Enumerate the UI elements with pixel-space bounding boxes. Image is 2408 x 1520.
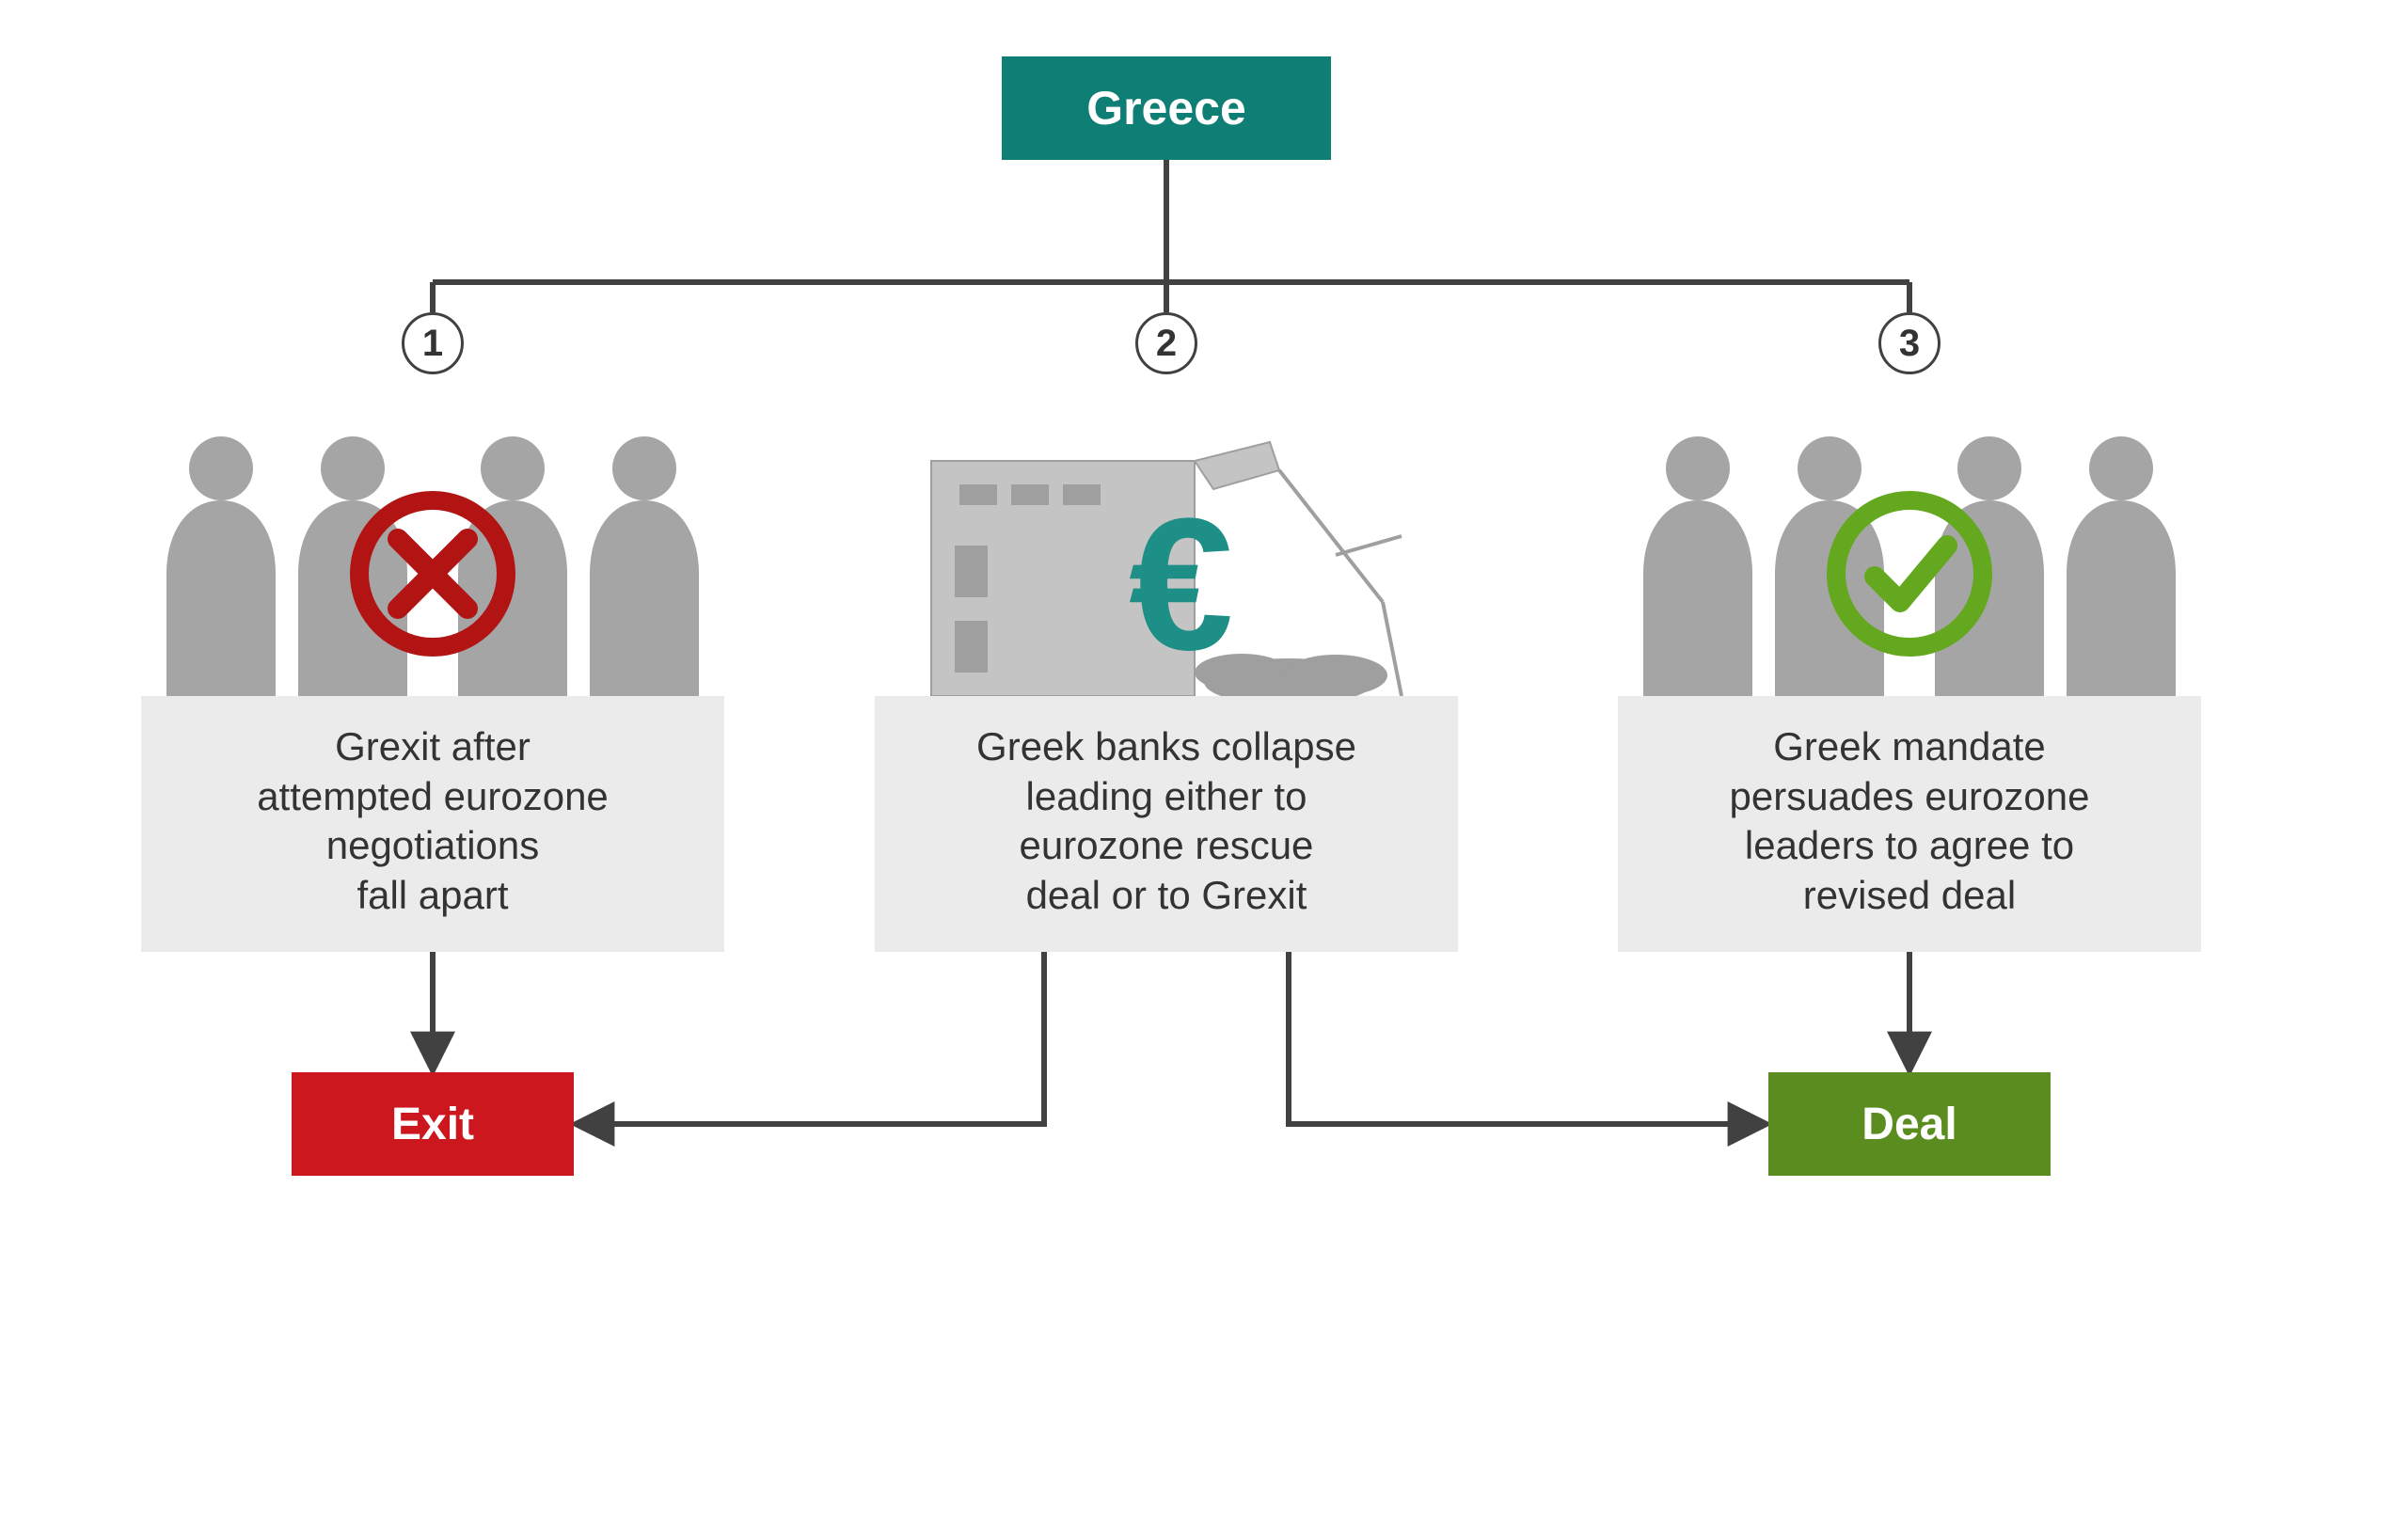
outcome-exit: Exit [292,1072,574,1176]
euro-icon: € [1129,480,1233,689]
scenario-2-illustration: € [875,414,1458,696]
scenario-1-illustration [141,414,724,696]
scenario-3: Greek mandate persuades eurozone leaders… [1618,414,2201,952]
scenario-1: Grexit after attempted eurozone negotiat… [141,414,724,952]
outcome-deal-label: Deal [1861,1099,1956,1150]
scenario-3-description: Greek mandate persuades eurozone leaders… [1618,696,2201,952]
scenario-2-description: Greek banks collapse leading either to e… [875,696,1458,952]
scenario-2: € Greek banks collapse leading either to… [875,414,1458,952]
outcome-exit-label: Exit [391,1099,474,1150]
scenario-number-3: 3 [1878,312,1941,374]
diagram-container: Greece 1 2 3 [141,56,2267,1467]
scenario-3-illustration [1618,414,2201,696]
root-node: Greece [1002,56,1331,160]
scenario-1-description: Grexit after attempted eurozone negotiat… [141,696,724,952]
scenario-number-2: 2 [1135,312,1197,374]
scenario-number-1: 1 [402,312,464,374]
root-label: Greece [1086,81,1246,135]
outcome-deal: Deal [1768,1072,2051,1176]
